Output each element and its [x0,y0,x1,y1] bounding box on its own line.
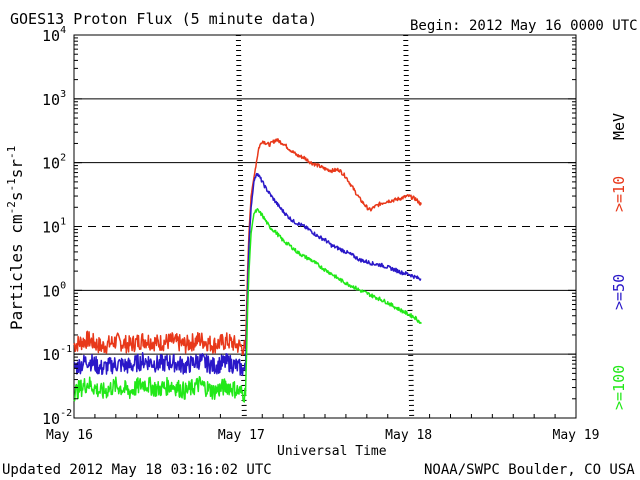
x-axis-label: Universal Time [277,444,387,459]
y-axis-label: Particles cm-2s-1sr-1 [5,146,26,330]
series-line-ge100 [73,208,422,403]
x-tick-label-1: May 17 [218,428,265,443]
y-tick-label-1: 10-1 [42,344,72,364]
y-tick-label-2: 100 [42,280,66,300]
legend-ge50: >=50 [610,274,628,310]
begin-label: Begin: 2012 May 16 0000 UTC [410,18,638,34]
y-tick-label-4: 102 [42,153,66,173]
y-tick-label-6: 104 [42,25,66,45]
credit-label: NOAA/SWPC Boulder, CO USA [424,462,635,478]
legend-ge100: >=100 [610,365,628,410]
legend-unit-mev: MeV [610,113,628,140]
legend-ge10: >=10 [610,176,628,212]
y-tick-label-5: 103 [42,89,66,109]
chart-title: GOES13 Proton Flux (5 minute data) [10,10,317,28]
x-tick-label-3: May 19 [553,428,600,443]
x-tick-label-0: May 16 [46,428,93,443]
y-tick-label-3: 101 [42,217,66,237]
x-tick-label-2: May 18 [385,428,432,443]
y-tick-label-0: 10-2 [42,408,72,428]
updated-label: Updated 2012 May 18 03:16:02 UTC [2,462,272,478]
